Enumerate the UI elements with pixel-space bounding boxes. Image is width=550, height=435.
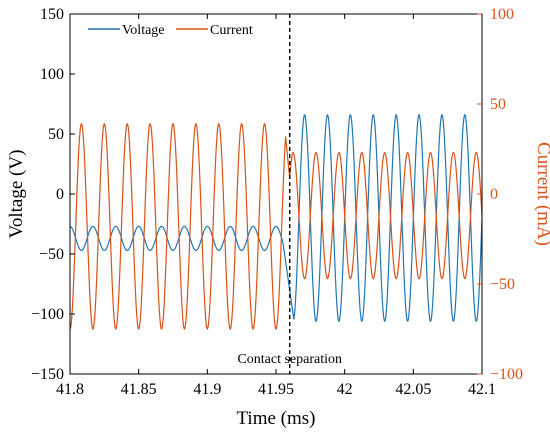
x-tick-label: 41.9 — [193, 381, 221, 398]
ticks-layer: 150 100 50 0 −50 −100 −150 100 50 0 −50 −100 41.8 41.… — [31, 6, 523, 398]
y-right-tick-label: 100 — [490, 6, 514, 23]
y-right-label: Current (mA) — [533, 142, 550, 246]
y-left-tick-label: 0 — [56, 186, 64, 203]
x-tick-label: 41.8 — [56, 381, 84, 398]
y-right-tick-label: −100 — [490, 366, 523, 383]
legend-label-current: Current — [210, 23, 253, 38]
y-right-tick-label: 0 — [490, 186, 498, 203]
legend-label-voltage: Voltage — [122, 23, 165, 38]
legend: Voltage Current — [88, 23, 253, 38]
y-left-tick-label: −50 — [39, 246, 64, 263]
y-left-tick-label: −150 — [31, 366, 64, 383]
y-left-tick-label: −100 — [31, 306, 64, 323]
y-right-tick-label: 50 — [490, 96, 506, 113]
series-line-current — [70, 122, 482, 331]
annotation-layer: Contact separation — [237, 14, 342, 374]
y-left-tick-label: 50 — [48, 126, 64, 143]
x-tick-label: 42.1 — [468, 381, 496, 398]
x-tick-label: 42.05 — [395, 381, 431, 398]
contact-separation-label: Contact separation — [237, 352, 342, 367]
y-left-tick-label: 100 — [40, 66, 64, 83]
y-left-tick-label: 150 — [40, 6, 64, 23]
x-tick-label: 42 — [337, 381, 353, 398]
plot-background — [70, 14, 482, 374]
series-layer — [70, 113, 482, 331]
x-tick-label: 41.95 — [258, 381, 294, 398]
x-tick-label: 41.85 — [121, 381, 157, 398]
y-left-label: Voltage (V) — [6, 150, 27, 239]
y-right-tick-label: −50 — [490, 276, 515, 293]
x-axis-label: Time (ms) — [236, 408, 315, 429]
